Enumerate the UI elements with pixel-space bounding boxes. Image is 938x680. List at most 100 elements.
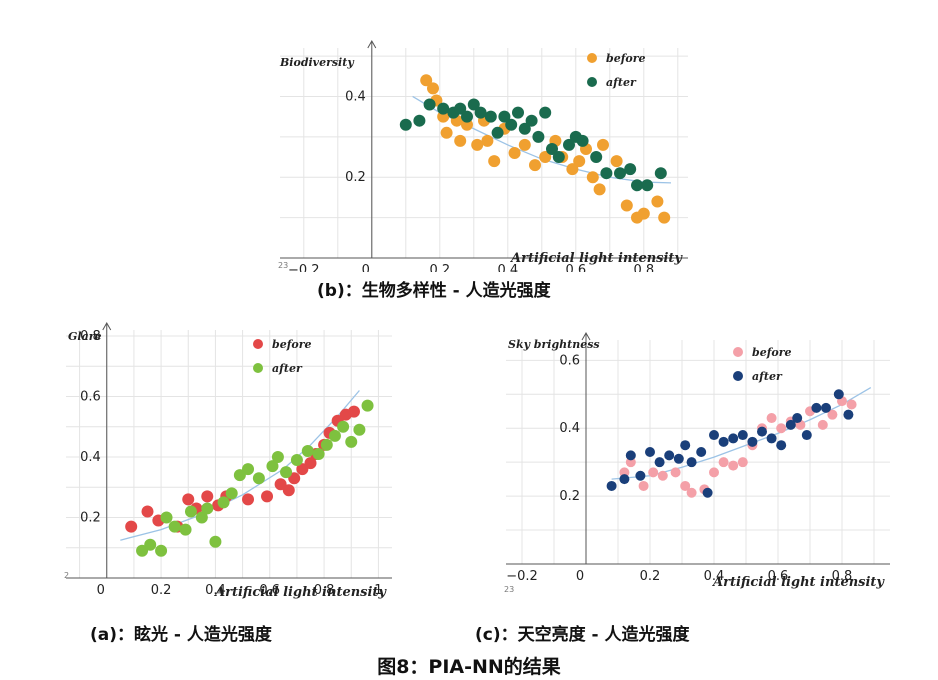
caption-b: (b)：生物多样性 - 人造光强度 [317, 281, 551, 301]
data-point [484, 110, 497, 123]
data-point [590, 151, 603, 164]
chart-c-y-tick-label: 0.2 [559, 489, 580, 504]
data-point [657, 470, 668, 481]
data-point [833, 389, 844, 400]
data-point [427, 82, 439, 95]
chart-c-plot: −0.2 0 0.2 0.4 0.6 0.8 0.2 0.4 0.6 before after Sky… [504, 331, 890, 594]
data-point [552, 151, 565, 164]
data-point [144, 538, 157, 551]
data-point [361, 399, 374, 412]
data-point [525, 114, 538, 127]
data-point [209, 535, 222, 548]
data-point [242, 463, 255, 476]
chart-a-y-arrow [102, 321, 112, 331]
data-point [670, 467, 681, 478]
data-point [606, 480, 617, 491]
chart-c-x-tick-label: −0.2 [506, 569, 538, 584]
data-point [423, 98, 436, 111]
data-point [195, 511, 208, 524]
data-point [843, 409, 854, 420]
chart-a-y-label: Glare [68, 330, 102, 343]
data-point [518, 138, 531, 151]
chart-c-y-tick-label: 0.4 [559, 421, 580, 436]
data-point [651, 195, 664, 208]
data-point [658, 211, 671, 224]
chart-a-x-tick-label: 0.8 [314, 583, 335, 598]
data-point [420, 74, 433, 87]
data-point [201, 490, 214, 503]
data-point [620, 199, 633, 212]
caption-a: (a)：眩光 - 人造光强度 [90, 625, 272, 645]
chart-c-y-tick-label: 0.6 [559, 353, 580, 368]
data-point [498, 110, 511, 123]
chart-b-series-after [399, 98, 667, 192]
data-point [576, 134, 589, 147]
chart-b-y-tick-label: 0.4 [345, 89, 366, 104]
data-point [252, 472, 265, 485]
data-point [532, 130, 545, 143]
chart-c-x-tick-label: 0.8 [832, 569, 853, 584]
legend-marker-before [733, 347, 743, 357]
data-point [709, 430, 719, 441]
data-point [437, 102, 450, 115]
data-point [827, 409, 838, 420]
data-point [673, 453, 684, 464]
chart-a-x-tick-label: 0.4 [205, 583, 226, 598]
data-point [747, 436, 758, 447]
chart-a-x-tick-label: 0 [97, 583, 105, 598]
data-point [680, 440, 691, 451]
legend-label-before: before [752, 346, 792, 359]
data-point [586, 171, 599, 184]
data-point [792, 413, 803, 424]
data-point [664, 450, 675, 461]
data-point [546, 142, 558, 155]
data-point [225, 487, 238, 500]
data-point [125, 520, 138, 533]
data-point [491, 126, 504, 139]
chart-b-x-tick-label: 0.2 [429, 263, 450, 272]
data-point [737, 457, 748, 468]
legend-label-after: after [272, 362, 303, 375]
chart-a-y-tick-label: 0.6 [80, 390, 101, 405]
chart-a-x-tick-label: 0.6 [259, 583, 280, 598]
data-point [728, 460, 739, 471]
data-point [637, 207, 650, 220]
data-point [641, 179, 654, 192]
chart-b: −0.2 0 0.2 0.4 0.6 0.8 0.2 0.4 before after Biodiv… [272, 39, 696, 278]
data-point [345, 435, 358, 448]
legend-label-before: before [272, 338, 312, 351]
data-point [242, 493, 255, 506]
chart-a-x-tick-label: 1 [374, 583, 382, 598]
data-point [179, 523, 192, 536]
chart-c-x-tick-label: 0.6 [768, 569, 789, 584]
data-point [624, 163, 637, 176]
chart-a-x-tick-label: 0.2 [151, 583, 172, 598]
legend-marker-after [253, 363, 263, 373]
data-point [290, 454, 303, 467]
data-point [353, 423, 366, 436]
data-point [454, 134, 467, 147]
data-point [328, 429, 341, 442]
data-point [512, 106, 524, 119]
data-point [680, 480, 691, 491]
data-point [518, 122, 531, 135]
data-point [539, 106, 552, 119]
chart-b-series-before [420, 74, 671, 224]
chart-a-y-tick-label: 0.2 [80, 511, 101, 526]
data-point [846, 399, 857, 410]
chart-a-series-after [136, 399, 374, 557]
chart-b-y-arrow [367, 39, 377, 49]
data-point [261, 490, 274, 503]
data-point [454, 102, 467, 115]
data-point [645, 447, 655, 457]
chart-c-x-tick-label: 0.4 [704, 569, 725, 584]
data-point [638, 480, 649, 491]
data-point [155, 544, 168, 557]
chart-b-y-tick-label: 0.2 [345, 170, 366, 185]
data-point [709, 467, 719, 478]
data-point [600, 167, 613, 180]
data-point [160, 511, 173, 524]
legend-marker-before [587, 53, 597, 63]
data-point [737, 430, 748, 441]
chart-a-x-label: Artificial light intensity [213, 585, 387, 600]
